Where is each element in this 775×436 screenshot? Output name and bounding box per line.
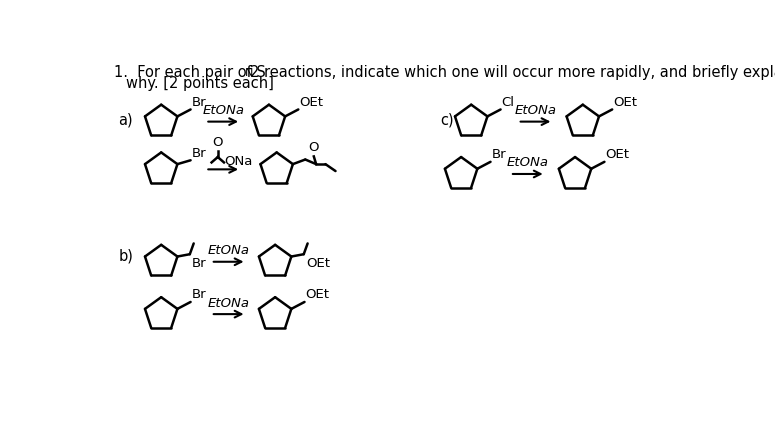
Text: b): b): [119, 249, 133, 264]
Text: Br: Br: [191, 95, 206, 109]
Text: EtONa: EtONa: [208, 244, 250, 257]
Text: Br: Br: [192, 256, 207, 269]
Text: OEt: OEt: [306, 256, 330, 269]
Text: 2 reactions, indicate which one will occur more rapidly, and briefly explain: 2 reactions, indicate which one will occ…: [250, 65, 775, 80]
Text: why. [2 points each]: why. [2 points each]: [126, 76, 274, 91]
Text: N: N: [245, 68, 253, 78]
Text: ONa: ONa: [224, 155, 253, 168]
Text: O: O: [212, 136, 223, 150]
Text: c): c): [440, 112, 454, 128]
Text: O: O: [308, 141, 319, 154]
Text: Br: Br: [191, 146, 206, 160]
Text: a): a): [119, 112, 133, 128]
Text: 1.  For each pair of S: 1. For each pair of S: [114, 65, 266, 80]
Text: Br: Br: [491, 148, 506, 161]
Text: OEt: OEt: [299, 95, 323, 109]
Text: EtONa: EtONa: [202, 104, 244, 117]
Text: Cl: Cl: [501, 95, 515, 109]
Text: EtONa: EtONa: [507, 157, 549, 169]
Text: OEt: OEt: [605, 148, 629, 161]
Text: Br: Br: [191, 288, 206, 301]
Text: OEt: OEt: [613, 95, 637, 109]
Text: EtONa: EtONa: [208, 296, 250, 310]
Text: EtONa: EtONa: [515, 104, 556, 117]
Text: OEt: OEt: [305, 288, 329, 301]
